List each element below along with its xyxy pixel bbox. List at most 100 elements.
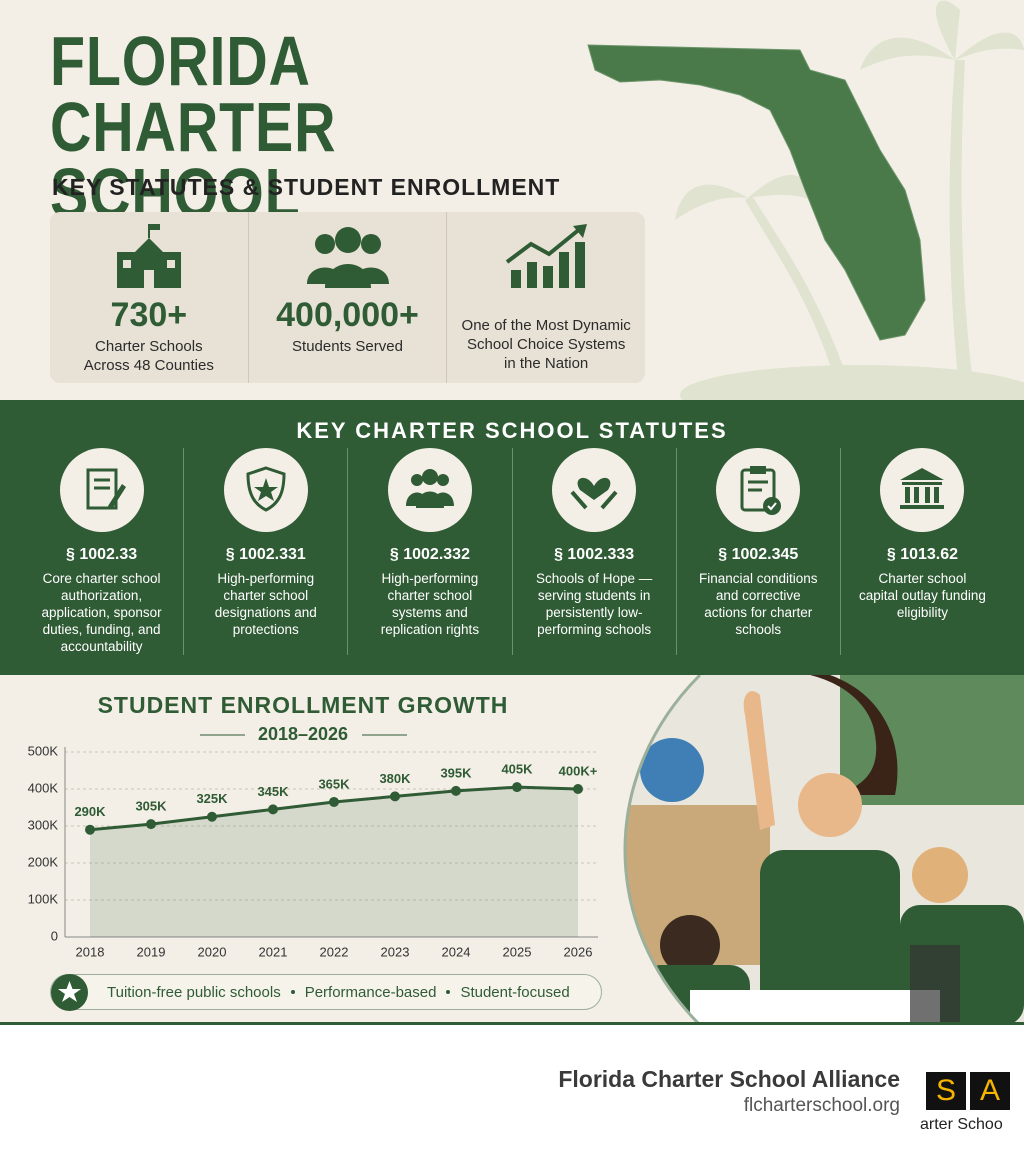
statute-description: Financial conditions and corrective acti…: [698, 571, 818, 637]
statute-icon: [59, 448, 144, 532]
statute-description: Charter school capital outlay funding el…: [859, 571, 986, 620]
statute-icon: [716, 448, 801, 532]
stat-label: One of the Most Dynamic School Choice Sy…: [461, 317, 631, 372]
statute: § 1002.331 High-performing charter school…: [183, 448, 347, 655]
statute-section: § 1002.345: [718, 546, 799, 563]
florida-map: [587, 44, 926, 341]
point: [329, 796, 339, 807]
value-label: 305K: [135, 799, 167, 814]
value-label: 400K+: [559, 763, 598, 778]
value-label: 345K: [257, 784, 289, 799]
value-label: 380K: [379, 771, 411, 786]
value-label: 325K: [196, 791, 228, 806]
tagline-item: Student-focused: [460, 983, 570, 1001]
stat: 400,000+ Students Served: [247, 212, 447, 383]
value-label: 290K: [74, 804, 106, 819]
x-tick-label: 2020: [198, 944, 227, 959]
stat-value: 730+: [110, 296, 188, 334]
point: [512, 782, 522, 793]
organization: Florida Charter School Alliance flcharte…: [558, 1066, 900, 1117]
point: [268, 804, 278, 815]
x-tick-label: 2024: [442, 944, 471, 959]
point: [390, 791, 400, 802]
school-icon: [116, 224, 181, 288]
people-icon: [306, 227, 389, 288]
logo-letter: A: [970, 1072, 1010, 1110]
value-label: 395K: [440, 765, 472, 780]
header-section: FLORIDA CHARTER SCHOOL GROWTH KEY STATUT…: [0, 0, 1024, 400]
statute: § 1002.345 Financial conditions and corre…: [675, 448, 840, 655]
x-tick-label: 2025: [503, 944, 532, 959]
statute-description: Schools of Hope — serving students in pe…: [535, 571, 653, 637]
statute: § 1002.333 Schools of Hope — serving stud…: [511, 448, 676, 655]
section-title: KEY CHARTER SCHOOL STATUTES: [296, 418, 728, 443]
stat: 730+ Charter Schools Across 48 Counties: [50, 212, 248, 383]
value-label: 405K: [501, 762, 533, 777]
org-name: Florida Charter School Alliance: [558, 1066, 900, 1092]
tagline: Tuition-free public schools Performance-…: [50, 974, 602, 1011]
point: [207, 811, 217, 822]
photo: [623, 675, 1024, 1022]
x-tick-label: 2023: [381, 944, 410, 959]
x-tick-label: 2019: [137, 944, 166, 959]
logo: S A arter Schoo: [920, 1072, 1024, 1142]
separator: [290, 990, 295, 994]
statutes-section: KEY CHARTER SCHOOL STATUTES § 1002.33 Cor…: [0, 400, 1024, 675]
statute-list: § 1002.33 Core charter school authorizati…: [20, 448, 1004, 655]
statute: § 1002.33 Core charter school authorizati…: [20, 448, 183, 655]
growth-icon: [505, 224, 588, 288]
statute-section: § 1002.332: [389, 546, 470, 563]
stat-label: Charter Schools Across 48 Counties: [83, 338, 214, 374]
point: [573, 784, 583, 794]
stat: One of the Most Dynamic School Choice Sy…: [446, 212, 645, 383]
tagline-item: Tuition-free public schools: [107, 983, 281, 1001]
statute-section: § 1002.333: [554, 546, 635, 563]
statute: § 1002.332 High-performing charter school…: [347, 448, 511, 655]
logo-text: arter Schoo: [920, 1116, 1003, 1133]
logo-letter: S: [926, 1072, 966, 1110]
chart-subtitle: 2018–2026: [258, 724, 348, 744]
y-tick-label: 400K: [28, 780, 59, 795]
point: [146, 819, 156, 830]
stats: 730+ Charter Schools Across 48 Counties …: [50, 212, 645, 383]
y-tick-label: 500K: [28, 743, 59, 758]
statute-icon: [223, 448, 308, 532]
enrollment-section: STUDENT ENROLLMENT GROWTH 2018–2026 0 100…: [0, 675, 1024, 1025]
footer: Florida Charter School Alliance flcharte…: [0, 1028, 1024, 1154]
statute-icon: [387, 448, 472, 532]
palm-trees: [675, 0, 1024, 400]
decor: [587, 0, 1024, 400]
subtitle: KEY STATUTES & STUDENT ENROLLMENT: [52, 174, 561, 200]
stat-value: 400,000+: [276, 296, 419, 334]
tagline-item: Performance-based: [304, 983, 437, 1001]
org-website: flcharterschool.org: [743, 1095, 900, 1116]
y-tick-label: 100K: [28, 891, 59, 906]
statute-description: High-performing charter school designati…: [214, 571, 317, 637]
point: [451, 785, 461, 796]
statute-section: § 1002.331: [225, 546, 306, 563]
statute-section: § 1013.62: [886, 546, 959, 563]
x-tick-label: 2018: [76, 944, 105, 959]
statute-section: § 1002.33: [65, 546, 138, 563]
x-tick-label: 2022: [320, 944, 349, 959]
statute-description: High-performing charter school systems a…: [380, 571, 480, 637]
point: [85, 824, 95, 835]
y-tick-label: 200K: [28, 854, 59, 869]
statute: § 1013.62 Charter school capital outlay f…: [839, 448, 1004, 655]
statute-icon: [880, 448, 965, 532]
chart: STUDENT ENROLLMENT GROWTH 2018–2026 0 100…: [28, 692, 598, 959]
x-tick-label: 2026: [564, 944, 593, 959]
y-tick-label: 300K: [28, 817, 59, 832]
statute-icon: [552, 448, 637, 532]
statute-description: Core charter school authorization, appli…: [41, 571, 162, 654]
area: [90, 787, 578, 937]
y-tick-label: 0: [51, 928, 58, 943]
stat-label: Students Served: [292, 338, 403, 355]
chart-title: STUDENT ENROLLMENT GROWTH: [98, 692, 509, 718]
value-label: 365K: [318, 776, 350, 791]
star-badge: [51, 974, 88, 1011]
separator: [446, 990, 451, 994]
x-tick-label: 2021: [259, 944, 288, 959]
